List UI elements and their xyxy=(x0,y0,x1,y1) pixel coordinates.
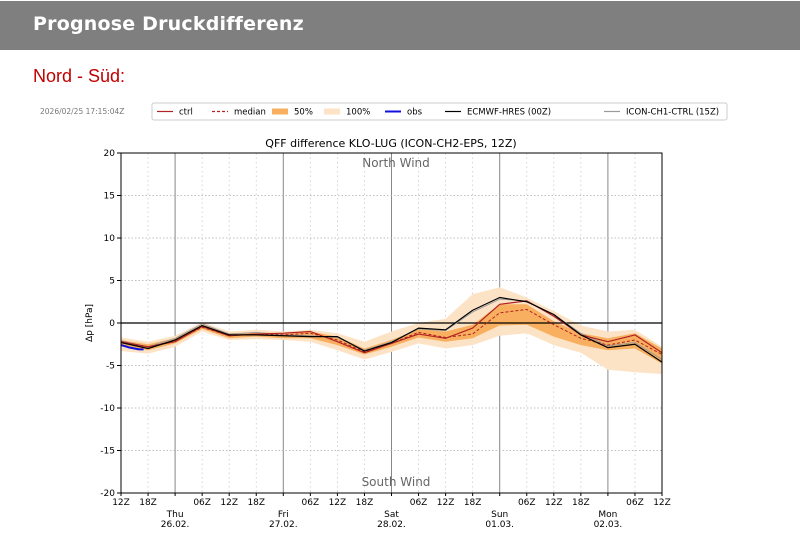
legend-label: 100% xyxy=(346,108,370,118)
date-label: 01.03. xyxy=(485,520,514,530)
legend-label: ctrl xyxy=(179,108,193,118)
x-tick-label: 12Z xyxy=(112,498,130,508)
x-tick-label: 18Z xyxy=(356,498,374,508)
x-tick-label: 12Z xyxy=(545,498,563,508)
legend-swatch xyxy=(324,108,340,115)
y-tick-label: -5 xyxy=(106,362,115,372)
section-title: Nord - Süd: xyxy=(33,66,126,86)
date-label: 27.02. xyxy=(269,520,298,530)
legend: ctrl median 50% 100% obs ECMWF-HRES (00Z) ICON… xyxy=(151,102,728,121)
x-tick-label: 18Z xyxy=(139,498,157,508)
x-tick-label: 12Z xyxy=(329,498,347,508)
legend-swatch xyxy=(272,108,288,115)
y-tick-label: 5 xyxy=(109,277,115,287)
x-tick-label: 06Z xyxy=(193,498,211,508)
y-tick-label: -20 xyxy=(100,489,115,499)
day-label: Mon xyxy=(598,510,617,520)
x-tick-label: 06Z xyxy=(410,498,428,508)
day-label: Fri xyxy=(278,510,289,520)
chart-title: QFF difference KLO-LUG (ICON-CH2-EPS, 12… xyxy=(265,137,516,150)
x-tick-label: 12Z xyxy=(653,498,671,508)
date-label: 28.02. xyxy=(377,520,406,530)
legend-label: ICON-CH1-CTRL (15Z) xyxy=(626,108,719,118)
y-tick-label: 15 xyxy=(104,192,115,202)
x-tick-label: 18Z xyxy=(464,498,482,508)
annotation-north-wind: North Wind xyxy=(362,156,430,170)
day-label: Sun xyxy=(491,510,508,520)
band-50-percent xyxy=(121,304,662,364)
legend-box xyxy=(151,102,728,121)
page-header: Prognose Druckdifferenz xyxy=(0,1,800,50)
y-tick-label: -15 xyxy=(100,447,115,457)
x-tick-label: 06Z xyxy=(626,498,644,508)
annotation-south-wind: South Wind xyxy=(362,475,431,489)
legend-label: ECMWF-HRES (00Z) xyxy=(467,108,551,118)
day-label: Thu xyxy=(166,510,184,520)
x-tick-label: 18Z xyxy=(247,498,265,508)
series-line xyxy=(120,344,144,351)
date-label: 02.03. xyxy=(594,520,623,530)
y-tick-label: 10 xyxy=(104,234,116,244)
date-label: 26.02. xyxy=(161,520,190,530)
legend-label: obs xyxy=(407,108,423,118)
legend-label: median xyxy=(234,108,266,118)
day-label: Sat xyxy=(384,510,399,520)
y-tick-label: -10 xyxy=(100,404,115,414)
timestamp: 2026/02/25 17:15:04Z xyxy=(40,107,124,116)
y-tick-label: 20 xyxy=(104,149,116,159)
x-tick-label: 12Z xyxy=(220,498,238,508)
x-tick-label: 18Z xyxy=(572,498,590,508)
y-tick-label: 0 xyxy=(109,319,115,329)
page-title: Prognose Druckdifferenz xyxy=(33,13,304,35)
x-tick-label: 06Z xyxy=(302,498,320,508)
x-tick-label: 12Z xyxy=(437,498,455,508)
x-tick-label: 06Z xyxy=(518,498,536,508)
y-axis-label: Δp [hPa] xyxy=(85,304,95,342)
legend-label: 50% xyxy=(294,108,313,118)
